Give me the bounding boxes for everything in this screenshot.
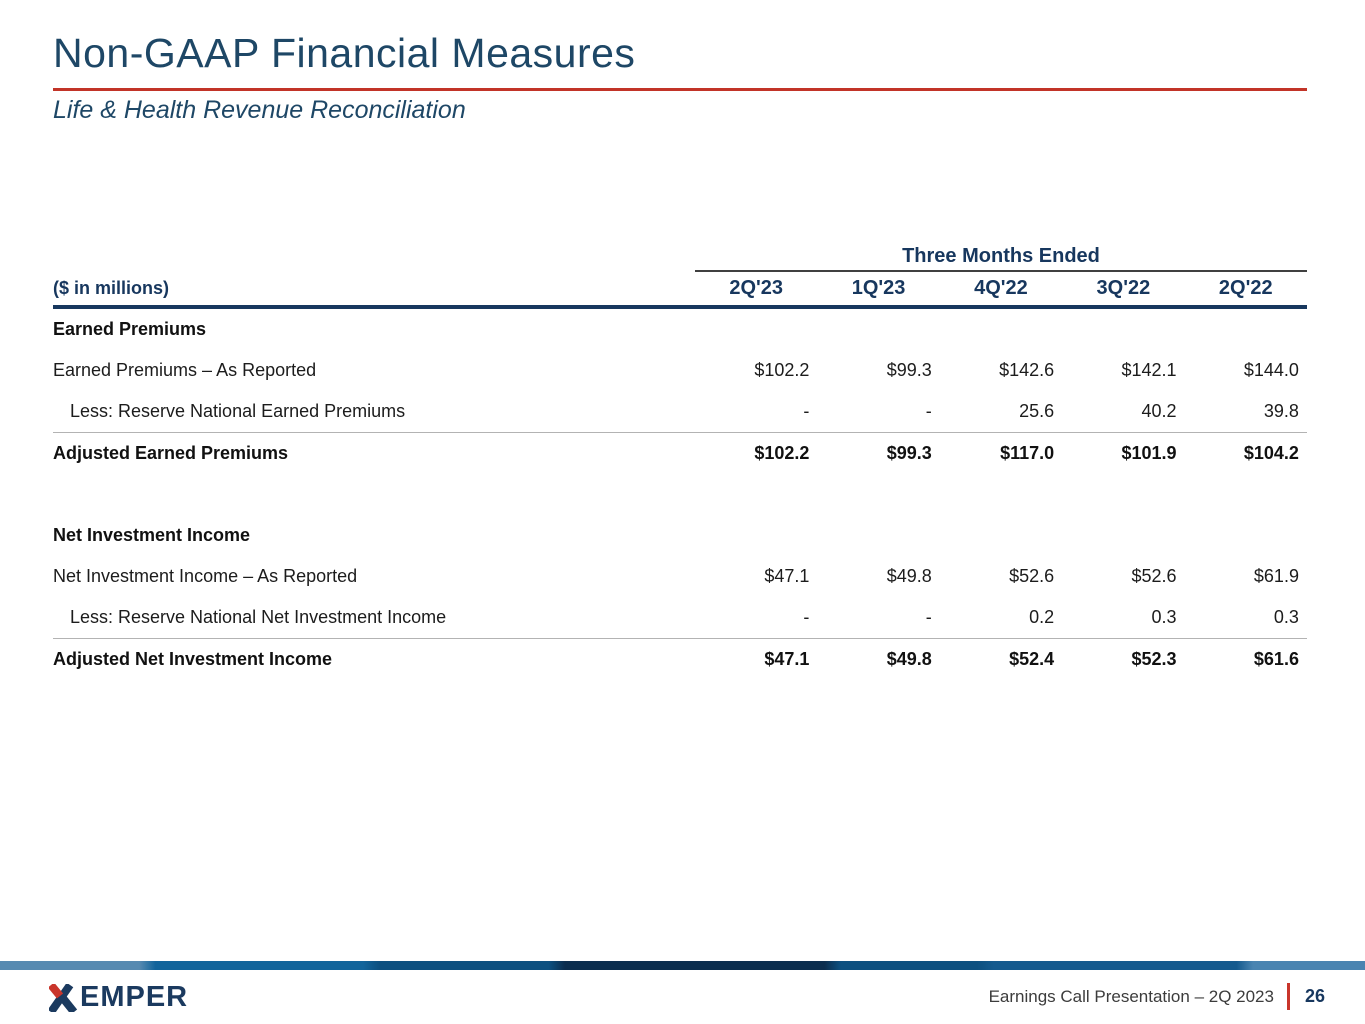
cell-value: 40.2 (1141, 401, 1177, 421)
kemper-logo: EMPER (49, 981, 188, 1014)
row-label: Less: Reserve National Net Investment In… (70, 607, 447, 627)
cell-value: 39.8 (1263, 401, 1299, 421)
cell-value: $52.3 (1131, 649, 1177, 669)
cell-value: $49.8 (886, 649, 932, 669)
cell-value: $52.6 (1009, 566, 1055, 586)
cell-value: $47.1 (764, 649, 810, 669)
cell-value: $104.2 (1243, 443, 1299, 463)
cell-value: $99.3 (886, 360, 932, 380)
cell-value: $142.6 (999, 360, 1055, 380)
column-header: 2Q'22 (1218, 277, 1273, 299)
footer-gradient-stripe (0, 961, 1365, 970)
cell-value: - (803, 401, 810, 421)
cell-value: $99.3 (886, 443, 932, 463)
kemper-logo-text: EMPER (80, 981, 189, 1013)
reconciliation-table: Three Months Ended ($ in millions) 2Q'23… (53, 238, 1307, 680)
table-row: Less: Reserve National Net Investment In… (53, 597, 1307, 639)
cell-value: $49.8 (886, 566, 932, 586)
cell-value: $117.0 (1000, 443, 1055, 463)
footer-caption: Earnings Call Presentation – 2Q 2023 (988, 986, 1274, 1006)
column-header: 1Q'23 (851, 277, 906, 299)
cell-value: 25.6 (1019, 401, 1055, 421)
page-number: 26 (1304, 986, 1325, 1006)
cell-value: $61.6 (1253, 649, 1299, 669)
table-row: Net Investment Income – As Reported $47.… (53, 556, 1307, 597)
kemper-logo-k-icon (49, 983, 78, 1012)
cell-value: $47.1 (764, 566, 810, 586)
cell-value: 0.3 (1273, 607, 1299, 627)
section-heading-row: Earned Premiums (53, 309, 1307, 350)
cell-value: - (925, 607, 932, 627)
cell-value: 0.3 (1151, 607, 1177, 627)
title-underline (53, 88, 1307, 91)
units-label: ($ in millions) (53, 278, 170, 298)
cell-value: $52.4 (1009, 649, 1055, 669)
cell-value: $61.9 (1253, 566, 1299, 586)
group-header: Three Months Ended (695, 245, 1307, 272)
section-heading-row: Net Investment Income (53, 515, 1307, 556)
cell-value: $102.2 (754, 443, 810, 463)
column-header: 2Q'23 (729, 277, 784, 299)
table-row: Earned Premiums – As Reported $102.2 $99… (53, 350, 1307, 391)
section-spacer (53, 474, 1307, 515)
section-heading: Earned Premiums (53, 319, 207, 339)
table-row: Less: Reserve National Earned Premiums -… (53, 391, 1307, 433)
cell-value: $101.9 (1121, 443, 1177, 463)
column-header: 3Q'22 (1096, 277, 1151, 299)
page-subtitle: Life & Health Revenue Reconciliation (53, 96, 466, 124)
cell-value: 0.2 (1029, 607, 1055, 627)
cell-value: - (925, 401, 932, 421)
row-label: Earned Premiums – As Reported (53, 360, 317, 380)
row-label: Less: Reserve National Earned Premiums (70, 401, 406, 421)
table-column-header-row: ($ in millions) 2Q'23 1Q'23 4Q'22 3Q'22 … (53, 272, 1307, 309)
cell-value: $52.6 (1131, 566, 1177, 586)
cell-value: - (803, 607, 810, 627)
row-label: Adjusted Earned Premiums (53, 443, 289, 463)
section-heading: Net Investment Income (53, 525, 251, 545)
table-group-header-row: Three Months Ended (53, 238, 1307, 272)
table-total-row: Adjusted Net Investment Income $47.1 $49… (53, 639, 1307, 680)
page-title: Non-GAAP Financial Measures (53, 30, 636, 76)
footer-divider (1286, 983, 1290, 1010)
row-label: Net Investment Income – As Reported (53, 566, 358, 586)
row-label: Adjusted Net Investment Income (53, 649, 333, 669)
column-header: 4Q'22 (974, 277, 1028, 299)
table-total-row: Adjusted Earned Premiums $102.2 $99.3 $1… (53, 433, 1307, 474)
cell-value: $144.0 (1243, 360, 1299, 380)
cell-value: $102.2 (754, 360, 810, 380)
footer-right: Earnings Call Presentation – 2Q 2023 26 (989, 983, 1325, 1010)
cell-value: $142.1 (1121, 360, 1177, 380)
